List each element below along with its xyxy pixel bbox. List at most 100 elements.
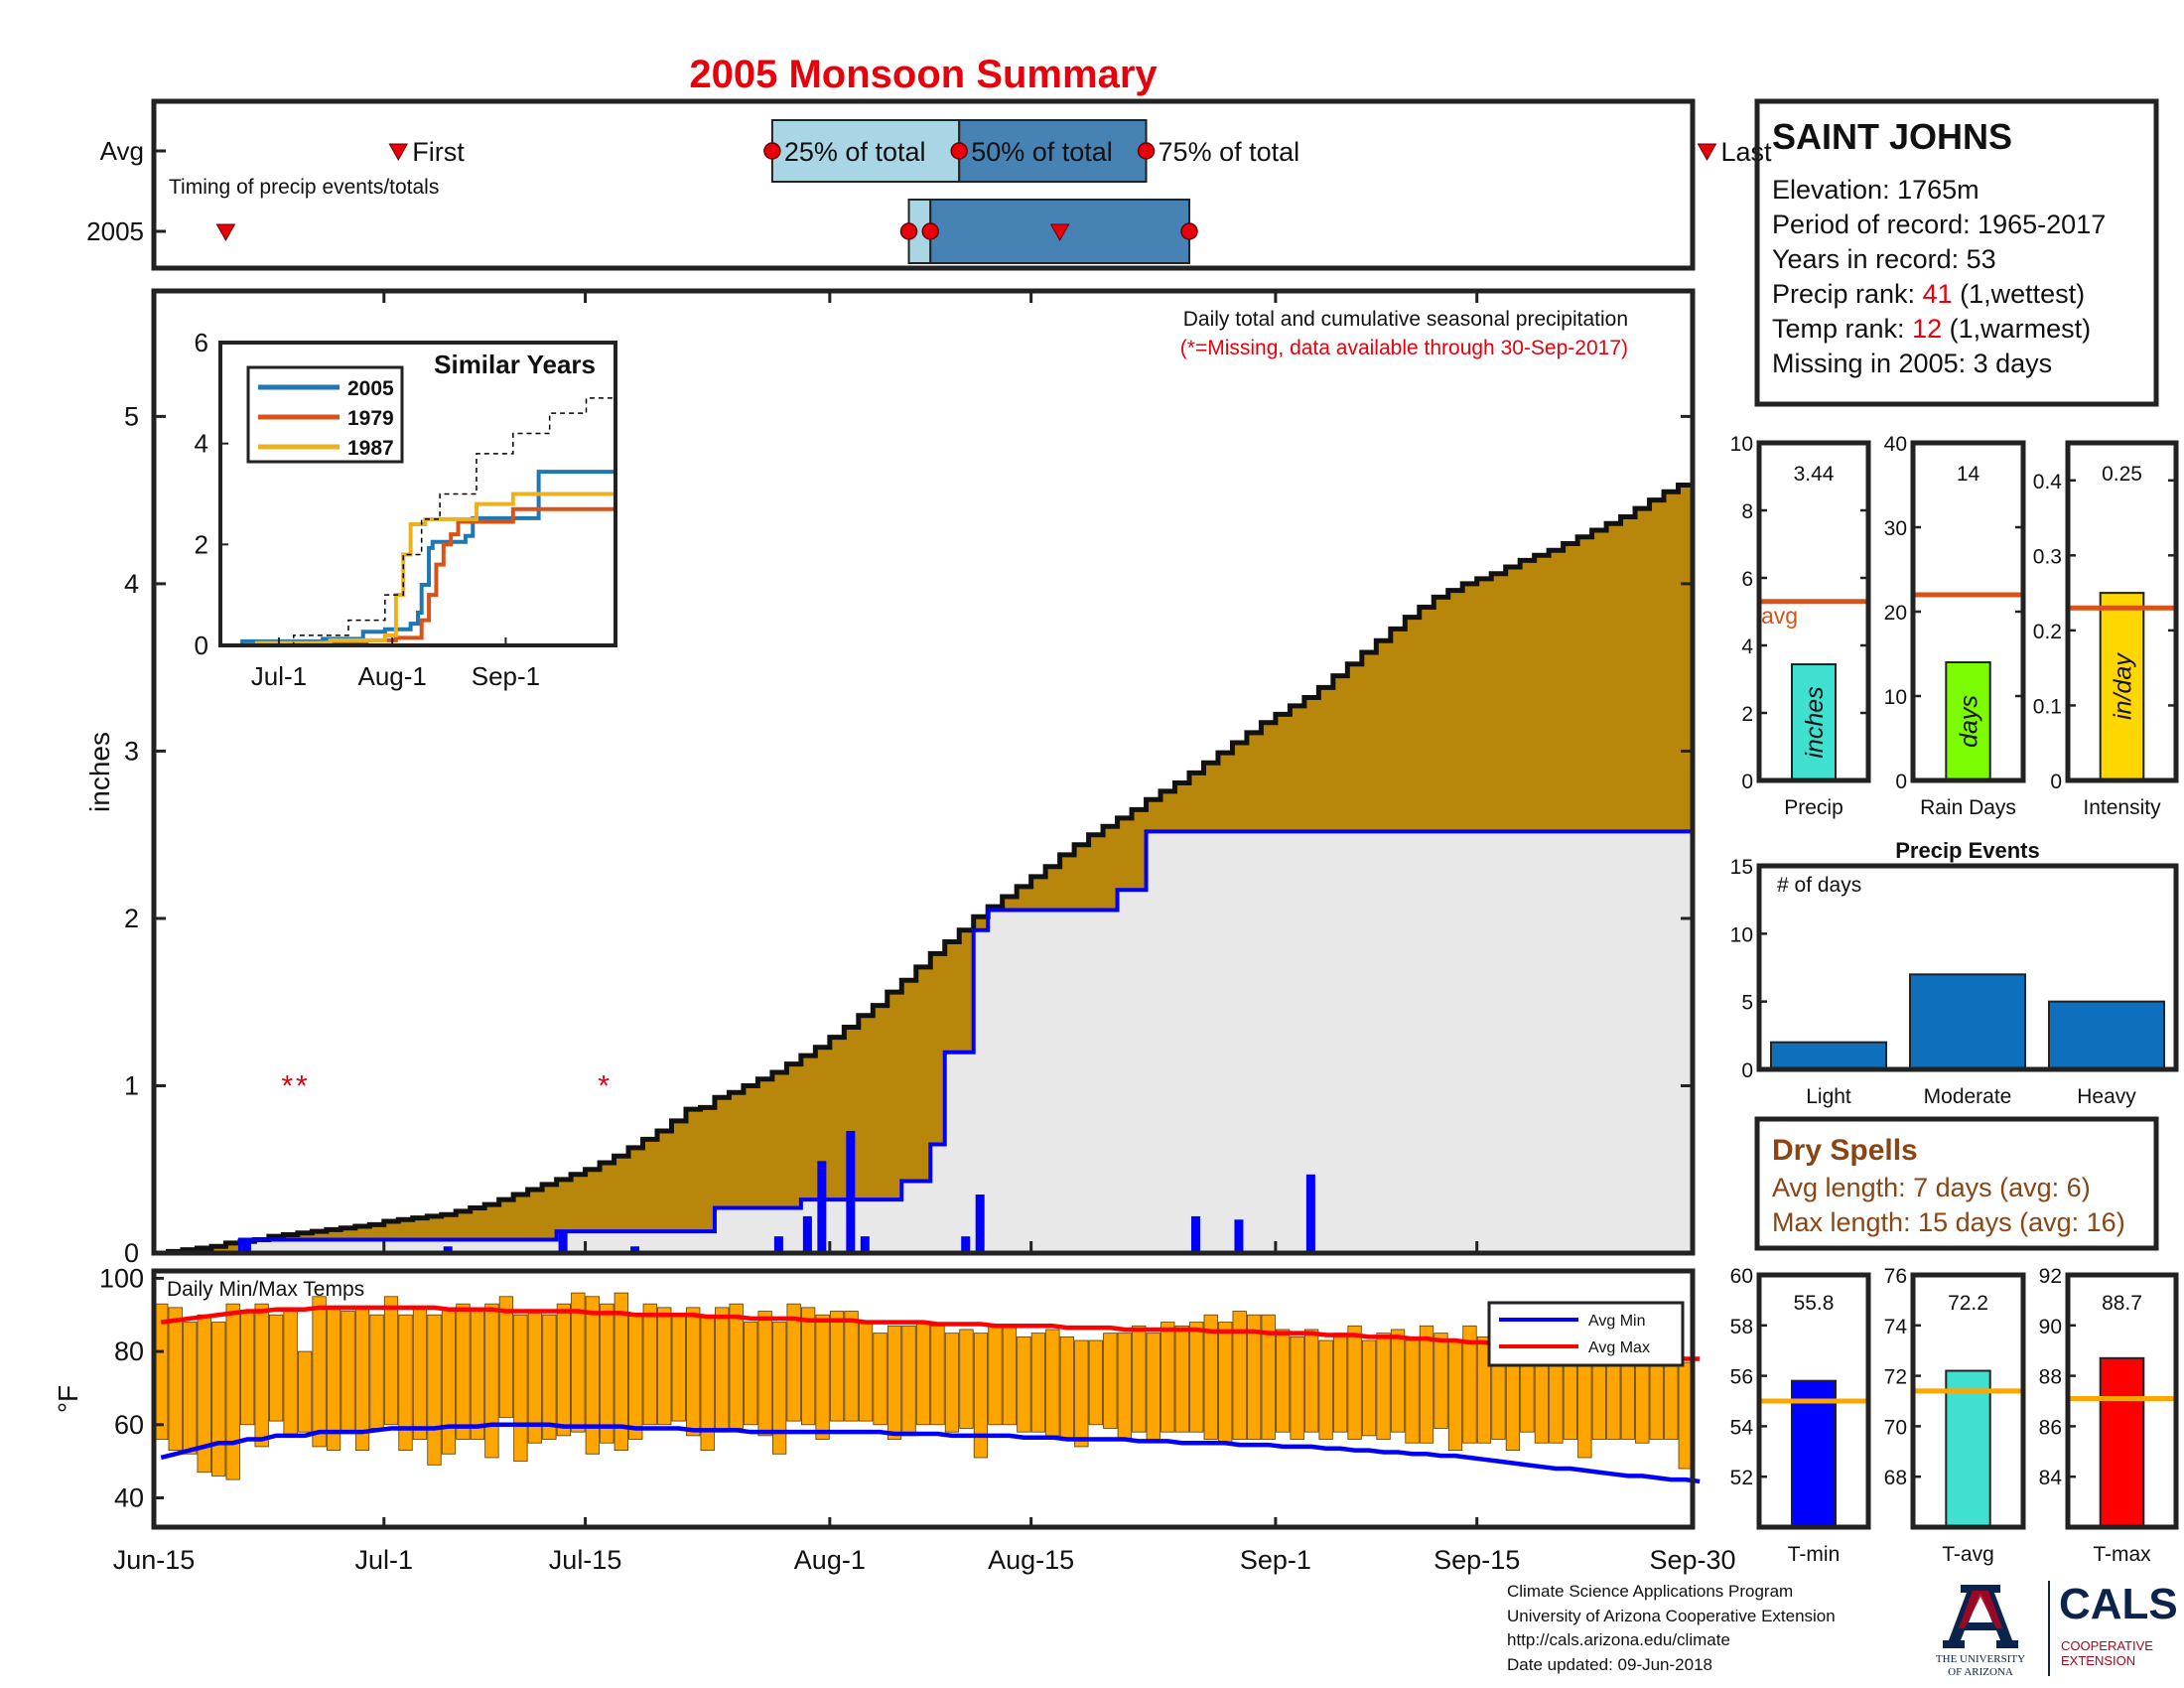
timing-pct-marker-1 bbox=[899, 222, 918, 240]
temp-range-bar bbox=[383, 1296, 399, 1426]
temp-plot-frame bbox=[151, 1268, 1696, 1530]
summary-0-y-tick-label: 8 bbox=[1741, 500, 1753, 523]
y-tick-label: 4 bbox=[124, 569, 139, 599]
temp-range-bar bbox=[1361, 1339, 1377, 1437]
summary-0-category-label: Precip bbox=[1784, 796, 1843, 819]
station-missing: Missing in 2005: 3 days bbox=[1772, 349, 2052, 378]
temp-range-bar bbox=[1390, 1329, 1406, 1433]
missing-day-marker: * bbox=[282, 1069, 294, 1102]
tsum-y-tick-label: 84 bbox=[2039, 1467, 2063, 1489]
temp-range-bar bbox=[786, 1303, 801, 1422]
daily-precip-bar bbox=[630, 1246, 640, 1253]
dry-spells-box bbox=[1754, 1116, 2159, 1251]
university-of-arizona-logo: THE UNIVERSITY OF ARIZONA bbox=[1936, 1585, 2025, 1678]
summary-0-unit-label: inches bbox=[1801, 686, 1829, 758]
temp-range-bar bbox=[154, 1303, 169, 1440]
daily-precip-bar bbox=[558, 1231, 568, 1253]
precip-rank-part: Precip rank: bbox=[1772, 279, 1923, 309]
inset-y-tick-label: 2 bbox=[195, 529, 208, 559]
y-tick-label: 5 bbox=[124, 401, 139, 431]
temp-range-bar bbox=[1276, 1329, 1291, 1433]
summary-2-category-label: Intensity bbox=[2083, 796, 2161, 819]
temp-range-bar bbox=[671, 1314, 686, 1422]
timing-pct-label-1: 25% of total bbox=[784, 137, 926, 167]
timing-pct-label-2: 50% of total bbox=[971, 137, 1113, 167]
temp-range-bar bbox=[398, 1314, 413, 1451]
temp-range-bar bbox=[944, 1333, 960, 1433]
temp-range-bar bbox=[686, 1307, 701, 1437]
inset-y-tick-label: 0 bbox=[195, 631, 208, 660]
tsum-y-tick-label: 56 bbox=[1730, 1366, 1753, 1389]
temp-range-bar bbox=[715, 1307, 730, 1433]
tsum-bar-t-max bbox=[2099, 1356, 2145, 1528]
timing-last-marker bbox=[1697, 143, 1717, 162]
temp-plot-title: Daily Min/Max Temps bbox=[167, 1278, 364, 1301]
station-info-line: Period of record: 1965-2017 bbox=[1772, 210, 2106, 239]
timing-box-25-50 bbox=[770, 119, 961, 183]
year-cumulative-fill bbox=[154, 831, 1693, 1253]
temp-range-bar bbox=[412, 1307, 428, 1440]
temp-range-bar bbox=[211, 1322, 226, 1477]
temp-range-bar bbox=[1347, 1325, 1362, 1440]
temp-range-bar bbox=[1002, 1325, 1018, 1426]
events-annotation: # of days bbox=[1777, 874, 1861, 897]
temp-range-bar bbox=[1447, 1339, 1463, 1451]
temp-range-bar bbox=[1174, 1325, 1189, 1433]
events-y-tick-label: 15 bbox=[1730, 856, 1753, 879]
daily-precip-bar bbox=[241, 1239, 251, 1253]
temp-range-bar bbox=[844, 1311, 859, 1422]
summary-2-y-tick-label: 0.1 bbox=[2033, 695, 2062, 718]
temp-range-bar bbox=[225, 1303, 240, 1480]
temp-range-bar bbox=[542, 1314, 557, 1440]
summary-0-y-tick-label: 2 bbox=[1741, 703, 1753, 726]
events-y-tick-label: 0 bbox=[1741, 1059, 1753, 1082]
summary-2-value-label: 0.25 bbox=[2102, 463, 2142, 486]
temp-range-bar bbox=[1261, 1314, 1276, 1440]
temp-legend-label-min: Avg Min bbox=[1588, 1313, 1646, 1330]
inset-title: Similar Years bbox=[434, 350, 596, 379]
temp-range-bar bbox=[1074, 1339, 1089, 1448]
temp-range-bar bbox=[815, 1314, 830, 1440]
temp-range-bar bbox=[498, 1296, 514, 1418]
x-tick-label: Sep-15 bbox=[1433, 1545, 1520, 1575]
x-tick-label: Jun-15 bbox=[113, 1545, 196, 1575]
daily-precip-bar bbox=[1190, 1215, 1200, 1253]
dry-spells-max: Max length: 15 days (avg: 16) bbox=[1772, 1207, 2125, 1237]
inset-average-line bbox=[220, 377, 616, 646]
year-cumulative-line bbox=[154, 829, 1693, 1255]
temp-y-tick-label: 80 bbox=[114, 1336, 144, 1366]
timing-row-label-year: 2005 bbox=[86, 216, 144, 246]
avg-min-line bbox=[160, 1422, 1701, 1484]
temp-range-bar bbox=[901, 1325, 916, 1437]
ua-line1: THE UNIVERSITY bbox=[1936, 1653, 2025, 1665]
events-bar-moderate bbox=[1909, 973, 2026, 1070]
temp-range-bar bbox=[1030, 1333, 1046, 1433]
credits: Climate Science Applications Program Uni… bbox=[1507, 1580, 1836, 1677]
temp-range-bar bbox=[470, 1311, 485, 1440]
timing-pct-marker-3 bbox=[1180, 222, 1198, 240]
y-tick-label: 3 bbox=[124, 736, 139, 766]
tsum-y-tick-label: 68 bbox=[1884, 1467, 1907, 1489]
temp-range-bar bbox=[1419, 1325, 1434, 1444]
daily-precip-bar bbox=[817, 1161, 827, 1253]
x-tick-label: Aug-15 bbox=[988, 1545, 1074, 1575]
temp-range-bar bbox=[959, 1329, 974, 1429]
inset-x-tick-label: Jul-1 bbox=[251, 661, 307, 691]
cals-line2: EXTENSION bbox=[2061, 1653, 2135, 1668]
tsum-category-label: T-avg bbox=[1942, 1543, 1994, 1566]
tsum-0-frame bbox=[1756, 1272, 1871, 1530]
y-tick-label: 1 bbox=[124, 1070, 139, 1100]
events-y-tick-label: 10 bbox=[1730, 923, 1753, 946]
temp-range-bar bbox=[571, 1292, 586, 1433]
temp-range-bar bbox=[254, 1303, 269, 1448]
temp-range-bar bbox=[484, 1303, 499, 1459]
temp-range-bar bbox=[800, 1307, 816, 1426]
average-cumulative-line bbox=[154, 478, 1696, 1256]
timing-last-marker bbox=[1049, 223, 1070, 242]
tsum-2-frame bbox=[2065, 1272, 2179, 1530]
daily-precip-bar bbox=[443, 1246, 453, 1253]
inset-y-tick-label: 4 bbox=[195, 429, 208, 459]
temp-rank: Temp rank: 12 (1,warmest) bbox=[1772, 314, 2091, 344]
temp-range-bar bbox=[1088, 1339, 1103, 1426]
